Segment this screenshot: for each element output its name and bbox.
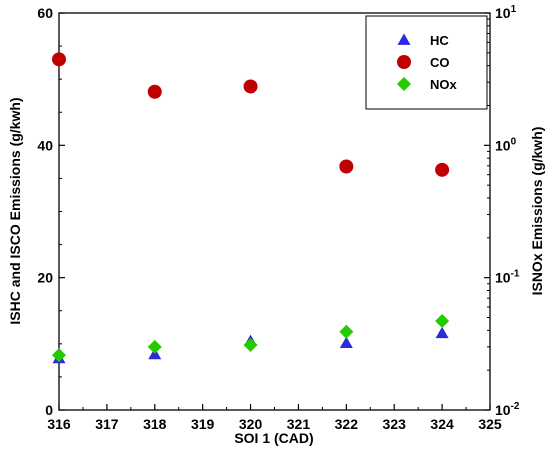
left-y-tick-label: 60 — [37, 5, 53, 21]
legend-marker-nox — [397, 77, 411, 91]
x-tick-label: 324 — [430, 416, 454, 432]
x-axis-title: SOI 1 (CAD) — [234, 430, 313, 446]
nox-point — [339, 324, 354, 339]
right-y-tick-label: 100 — [495, 136, 517, 153]
hc-point — [435, 326, 449, 339]
x-tick-label: 320 — [239, 416, 263, 432]
x-tick-label: 316 — [47, 416, 71, 432]
legend-label-hc: HC — [430, 33, 449, 48]
x-tick-label: 323 — [383, 416, 407, 432]
nox-point — [243, 337, 258, 352]
x-axis-ticks: 316 317 318 319 320 321 322 323 324 325 — [47, 404, 502, 432]
legend: HC CO NOx — [365, 15, 488, 110]
right-y-tick-label: 10-1 — [495, 269, 520, 286]
x-tick-label: 317 — [95, 416, 119, 432]
nox-point — [435, 314, 450, 329]
co-point — [339, 159, 354, 174]
legend-marker-co — [397, 55, 411, 69]
left-y-tick-label: 40 — [37, 137, 53, 153]
co-point — [52, 52, 66, 67]
co-point — [147, 84, 162, 99]
x-tick-label: 322 — [335, 416, 359, 432]
right-y-axis-title: ISNOx Emissions (g/kwh) — [529, 127, 545, 296]
co-point — [243, 79, 258, 94]
x-tick-label: 319 — [191, 416, 215, 432]
data-points — [52, 52, 450, 364]
right-y-tick-label: 101 — [495, 4, 517, 21]
left-y-axis-ticks: 0 20 40 60 — [37, 5, 65, 418]
legend-marker-hc — [397, 33, 411, 45]
hc-point — [339, 336, 353, 349]
x-tick-label: 321 — [287, 416, 311, 432]
nox-point — [52, 348, 66, 363]
right-y-tick-label: 10-2 — [495, 401, 520, 418]
co-point — [435, 162, 450, 177]
left-y-axis-title: ISHC and ISCO Emissions (g/kwh) — [7, 97, 23, 324]
legend-label-nox: NOx — [430, 77, 458, 92]
nox-point — [147, 339, 162, 354]
left-y-tick-label: 0 — [45, 402, 53, 418]
legend-label-co: CO — [430, 55, 450, 70]
x-tick-label: 325 — [478, 416, 502, 432]
x-tick-label: 318 — [143, 416, 167, 432]
legend-box — [365, 15, 488, 110]
left-y-tick-label: 20 — [37, 270, 53, 286]
right-y-axis-ticks: 10-2 10-1 100 101 — [484, 4, 520, 418]
